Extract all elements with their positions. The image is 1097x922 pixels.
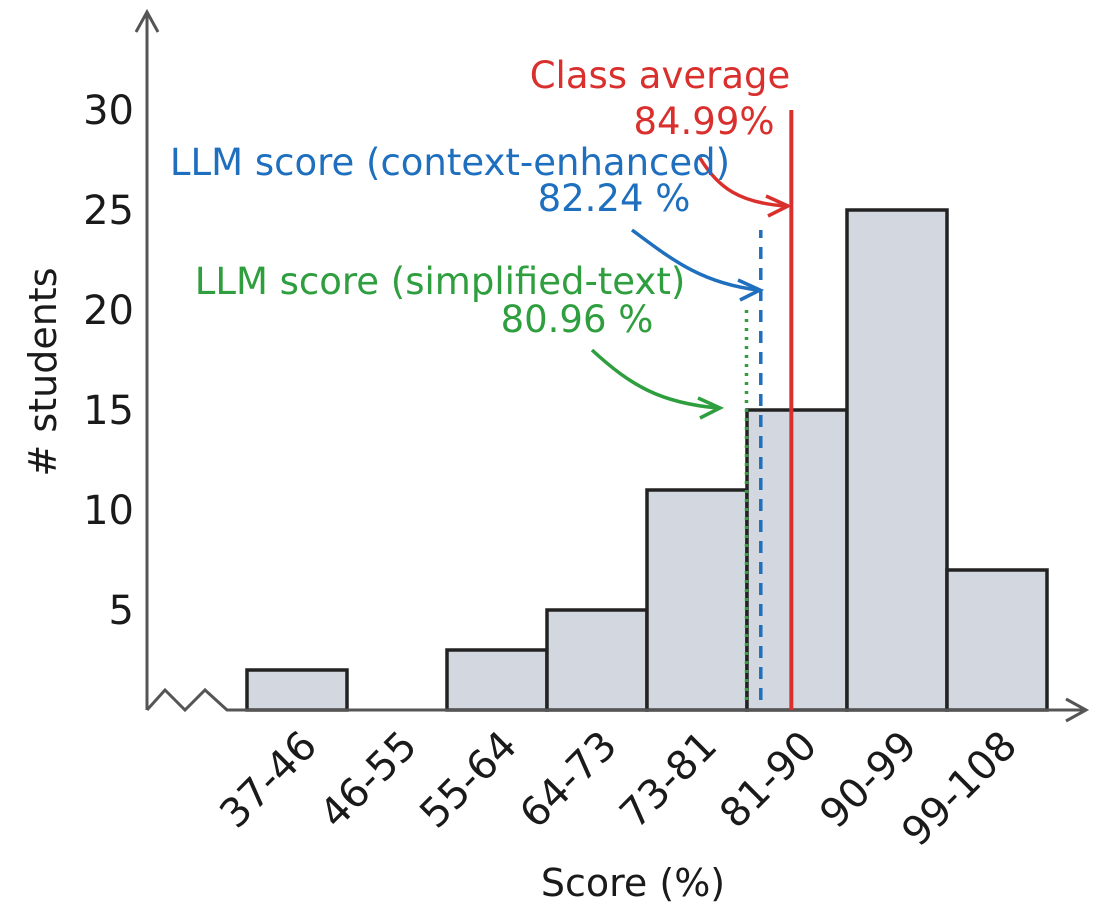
x-tick-label: 64-73 <box>511 723 626 838</box>
y-tick-label: 25 <box>83 188 134 234</box>
x-tick-label: 55-64 <box>411 723 526 838</box>
y-tick-label: 5 <box>109 588 134 634</box>
y-tick-label: 20 <box>83 288 134 334</box>
x-axis-title: Score (%) <box>541 861 725 905</box>
class-average-value: 84.99% <box>633 100 774 143</box>
bar-37-46 <box>245 668 349 712</box>
context-enhanced-arrow <box>630 228 759 292</box>
x-tick-label: 46-55 <box>311 723 426 838</box>
class-average-arrow <box>698 157 787 208</box>
axes <box>134 8 1090 723</box>
context-enhanced-arrowhead <box>737 278 765 302</box>
x-tick-label: 37-46 <box>211 723 326 838</box>
bars-group <box>245 208 1049 712</box>
y-axis-title: # students <box>21 268 65 477</box>
bar-99-108 <box>945 568 1049 712</box>
x-tick-label: 81-90 <box>711 723 826 838</box>
x-axis-arrowhead <box>1065 697 1090 723</box>
y-tick-label: 15 <box>83 388 134 434</box>
bar-81-90 <box>745 408 849 712</box>
y-tick-labels: 5 10 15 20 25 30 <box>83 88 134 634</box>
context-enhanced-annotation: LLM score (context-enhanced) 82.24 % <box>170 141 765 302</box>
bar-90-99 <box>845 208 949 712</box>
y-tick-label: 10 <box>83 488 134 534</box>
simplified-text-arrowhead <box>697 396 725 420</box>
x-tick-label: 73-81 <box>611 723 726 838</box>
y-axis-arrowhead <box>134 8 160 33</box>
context-enhanced-label: LLM score (context-enhanced) <box>170 141 730 184</box>
bar-55-64 <box>445 648 549 712</box>
simplified-text-arrow <box>590 348 719 410</box>
class-average-arrowhead <box>765 194 793 218</box>
simplified-text-annotation: LLM score (simplified-text) 80.96 % <box>195 260 725 420</box>
x-axis-line <box>145 687 1085 713</box>
bar-73-81 <box>645 488 749 712</box>
y-tick-label: 30 <box>83 88 134 134</box>
reference-lines <box>744 110 794 710</box>
bar-64-73 <box>545 608 649 712</box>
context-enhanced-value: 82.24 % <box>538 177 691 220</box>
x-tick-labels: 37-4646-5555-6464-7373-8181-9090-9999-10… <box>211 723 1026 856</box>
simplified-text-value: 80.96 % <box>501 298 654 341</box>
simplified-text-label: LLM score (simplified-text) <box>195 260 686 303</box>
class-average-label: Class average <box>530 54 791 97</box>
class-average-annotation: Class average 84.99% <box>530 54 793 218</box>
